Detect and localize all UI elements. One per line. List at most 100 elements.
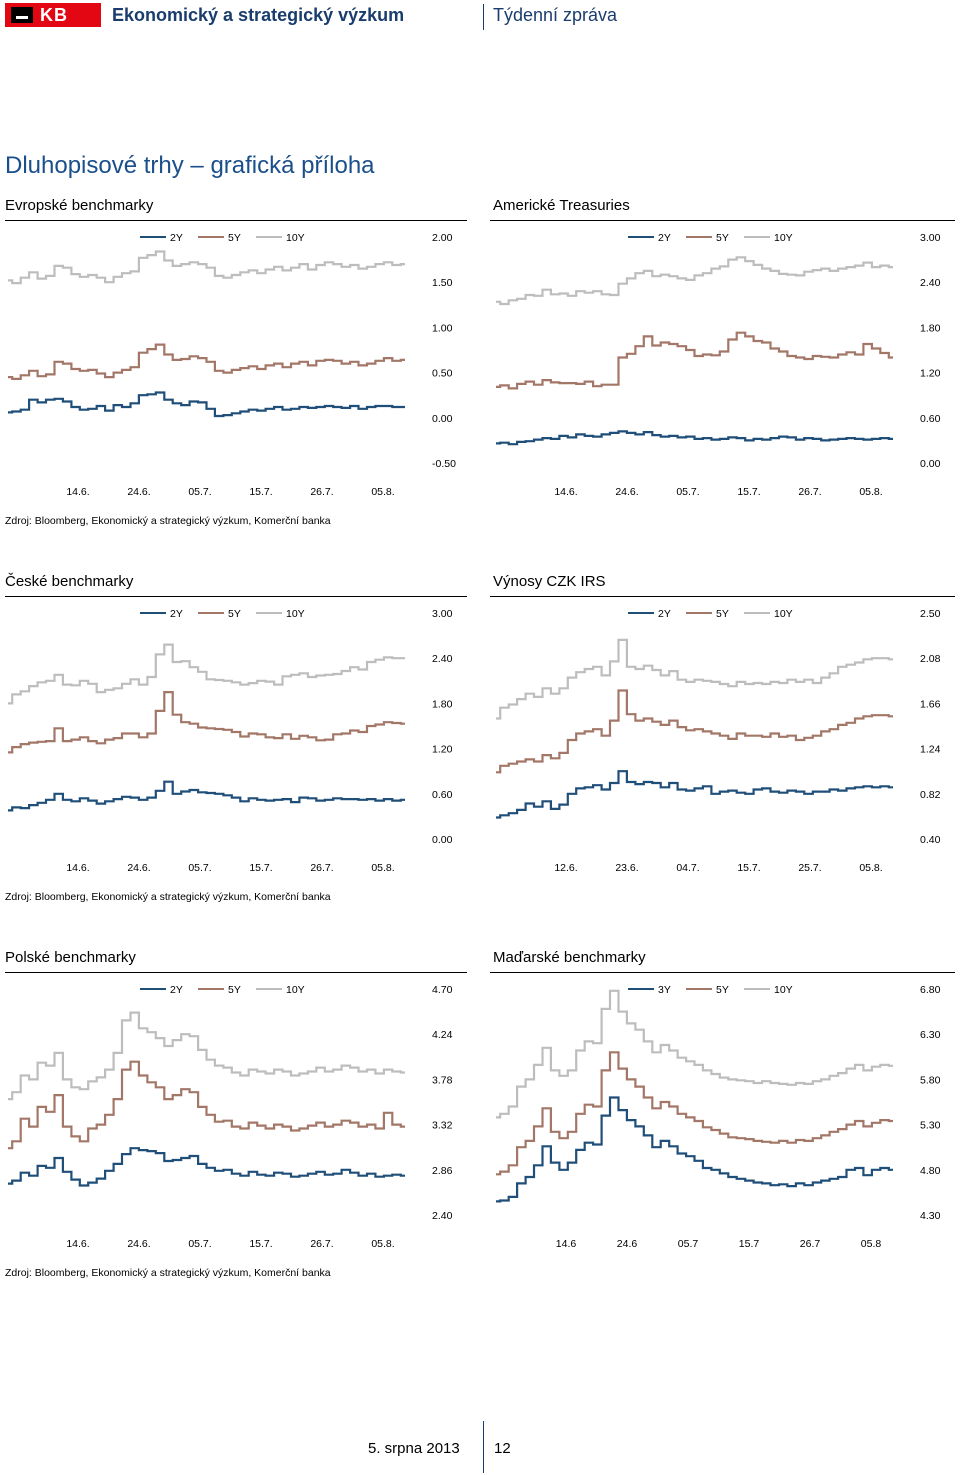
chart-usd: 2Y 5Y 10Y 3.00 2.40 1.80 1.20 0.60 0.00 14.6. 24.6… [496, 232, 941, 498]
kb-logo-text: KB [40, 5, 68, 25]
legend-label-10y: 10Y [286, 984, 305, 996]
footer-page-number: 12 [494, 1440, 511, 1457]
kb-logo-mark [11, 7, 33, 23]
report-type: Týdenní zpráva [493, 5, 618, 25]
x-tick-label: 24.6 [617, 1238, 638, 1250]
x-tick-label: 15.7. [249, 862, 272, 874]
source-note-row3: Zdroj: Bloomberg, Ekonomický a strategic… [5, 1267, 331, 1279]
x-tick-label: 26.7. [798, 486, 821, 498]
y-tick-label: 1.66 [920, 698, 941, 710]
y-tick-label: 2.40 [920, 277, 941, 289]
panel-rule-czk [5, 596, 467, 597]
y-tick-label: 1.50 [432, 277, 453, 289]
x-tick-label: 05.7 [678, 1238, 699, 1250]
x-tick-label: 14.6. [554, 486, 577, 498]
chart-irs: 2Y 5Y 10Y 2.50 2.08 1.66 1.24 0.82 0.40 12.6. 23.6… [496, 608, 941, 874]
series-line-2y [8, 1147, 405, 1187]
y-tick-label: 1.00 [432, 322, 453, 334]
y-tick-label: 5.30 [920, 1120, 941, 1132]
series-line-5y [496, 1051, 893, 1176]
y-tick-label: 0.00 [920, 458, 941, 470]
series-line-2y [496, 770, 893, 819]
y-tick-label: 4.70 [432, 984, 453, 996]
chart-huf: 3Y 5Y 10Y 6.80 6.30 5.80 5.30 4.80 4.30 14.6 24.6 0… [496, 984, 941, 1250]
legend-label-2y: 2Y [170, 608, 183, 620]
chart-czk: 2Y 5Y 10Y 3.00 2.40 1.80 1.20 0.60 0.00 14.6. 24.6… [8, 608, 453, 874]
x-tick-label: 14.6. [66, 1238, 89, 1250]
x-tick-label: 24.6. [127, 486, 150, 498]
y-tick-label: -0.50 [432, 458, 456, 470]
x-tick-label: 14.6 [556, 1238, 577, 1250]
x-tick-label: 26.7. [310, 1238, 333, 1250]
y-tick-label: 5.80 [920, 1074, 941, 1086]
x-tick-label: 05.8. [371, 486, 394, 498]
y-tick-label: 3.78 [432, 1074, 453, 1086]
series-line-10y [8, 1011, 405, 1101]
y-tick-label: 0.82 [920, 789, 941, 801]
y-tick-label: 4.80 [920, 1165, 941, 1177]
x-tick-label: 15.7. [249, 1238, 272, 1250]
y-tick-label: 2.40 [432, 653, 453, 665]
x-tick-label: 26.7 [800, 1238, 821, 1250]
y-tick-label: 2.50 [920, 608, 941, 620]
x-tick-label: 23.6. [615, 862, 638, 874]
x-tick-label: 05.7. [188, 1238, 211, 1250]
x-tick-label: 26.7. [310, 486, 333, 498]
legend-label-5y: 5Y [716, 232, 729, 244]
legend-label-5y: 5Y [228, 232, 241, 244]
y-tick-label: 2.40 [432, 1210, 453, 1222]
legend-label-2y: 2Y [658, 608, 671, 620]
x-tick-label: 15.7 [739, 1238, 760, 1250]
panel-title-usd: Americké Treasuries [493, 197, 630, 214]
header-separator [483, 4, 484, 30]
y-tick-label: 0.40 [920, 834, 941, 846]
legend-label-2y: 2Y [170, 984, 183, 996]
series-line-5y [8, 343, 405, 380]
panel-rule-usd [490, 220, 955, 221]
legend-label-2y: 2Y [658, 232, 671, 244]
x-tick-label: 24.6. [127, 1238, 150, 1250]
y-tick-label: 0.60 [920, 413, 941, 425]
x-tick-label: 24.6. [615, 486, 638, 498]
x-tick-label: 15.7. [737, 862, 760, 874]
series-line-10y [496, 638, 893, 720]
y-tick-label: 1.20 [432, 744, 453, 756]
x-tick-label: 05.8 [861, 1238, 882, 1250]
y-tick-label: 6.30 [920, 1029, 941, 1041]
x-tick-label: 05.8. [371, 862, 394, 874]
department-title: Ekonomický a strategický výzkum [112, 5, 405, 25]
x-tick-label: 15.7. [737, 486, 760, 498]
legend-label-5y: 5Y [716, 608, 729, 620]
panel-rule-irs [490, 596, 955, 597]
page-header: KB Ekonomický a strategický výzkum Týden… [0, 0, 960, 40]
chart-eur: 2Y 5Y 10Y 2.00 1.50 1.00 0.50 0.00 -0.50 14.6. 24.… [8, 232, 456, 498]
panel-title-pln: Polské benchmarky [5, 949, 136, 966]
series-line-5y [8, 1060, 405, 1150]
series-line-10y [8, 643, 405, 705]
page-title: Dluhopisové trhy – grafická příloha [5, 152, 375, 179]
series-line-10y [496, 989, 893, 1119]
panel-title-czk: České benchmarky [5, 573, 134, 590]
panel-rule-eur [5, 220, 467, 221]
x-tick-label: 05.7. [188, 862, 211, 874]
y-tick-label: 0.50 [432, 368, 453, 380]
x-tick-label: 26.7. [310, 862, 333, 874]
y-tick-label: 4.30 [920, 1210, 941, 1222]
legend-label-10y: 10Y [774, 232, 793, 244]
footer-separator [483, 1421, 484, 1473]
panel-title-irs: Výnosy CZK IRS [493, 573, 606, 590]
x-tick-label: 14.6. [66, 486, 89, 498]
y-tick-label: 3.00 [920, 232, 941, 244]
series-line-10y [8, 250, 405, 285]
footer-date: 5. srpna 2013 [368, 1440, 460, 1457]
y-tick-label: 1.20 [920, 368, 941, 380]
series-line-2y [8, 780, 405, 812]
x-tick-label: 04.7. [676, 862, 699, 874]
series-line-3y [496, 1096, 893, 1203]
legend-label-10y: 10Y [286, 232, 305, 244]
y-tick-label: 3.32 [432, 1120, 453, 1132]
y-tick-label: 1.80 [920, 322, 941, 334]
x-tick-label: 05.8. [371, 1238, 394, 1250]
panel-title-eur: Evropské benchmarky [5, 197, 154, 214]
y-tick-label: 0.00 [432, 834, 453, 846]
